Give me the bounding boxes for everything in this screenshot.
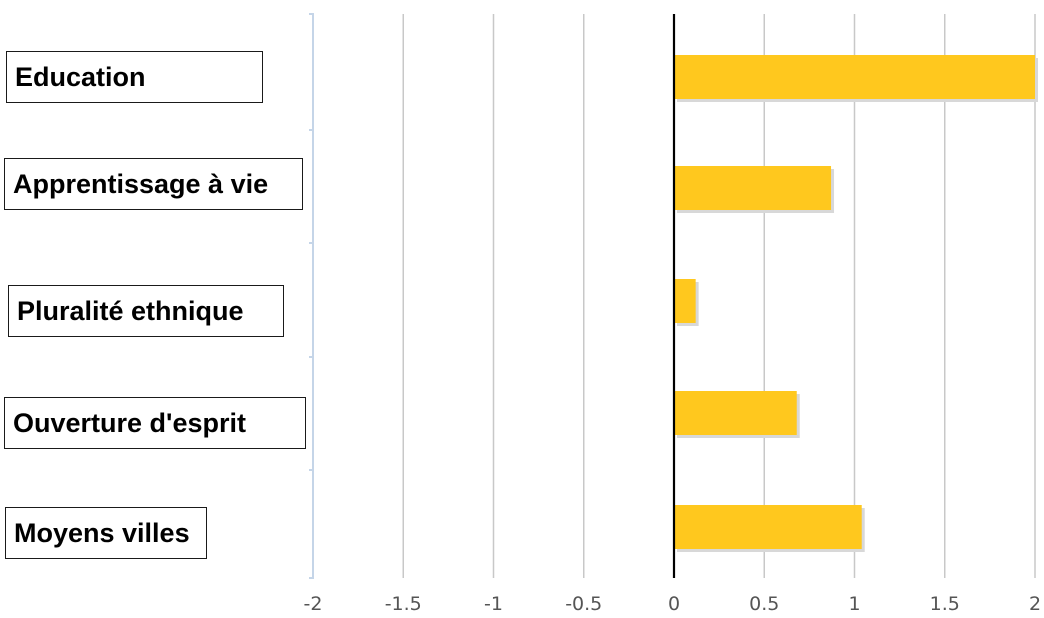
bars [674,55,1038,552]
bar-moyens-villes [674,505,862,549]
category-label: Apprentissage à vie [4,158,303,210]
x-tick-label: -0.5 [565,593,602,615]
x-tick-label: -2 [304,593,323,615]
x-tick-label: 1.5 [930,593,960,615]
category-label: Moyens villes [5,507,207,559]
bar-pluralit-ethnique [674,279,696,323]
x-tick-label: -1.5 [385,593,422,615]
x-axis-tick-labels: -2 -1.5 -1 -0.5 0 0.5 1 1.5 2 [304,593,1042,615]
axes [309,13,676,579]
x-tick-label: 1 [848,593,860,615]
x-tick-label: 2 [1029,593,1041,615]
grid-lines [402,14,1036,578]
bar-ouverture-d-esprit [674,391,797,435]
category-label: Ouverture d'esprit [4,397,306,449]
category-label: Education [6,51,263,103]
x-tick-label: 0.5 [749,593,779,615]
category-label: Pluralité ethnique [8,285,284,337]
x-tick-label: 0 [668,593,680,615]
bar-education [674,55,1035,99]
x-tick-label: -1 [484,593,503,615]
bar-apprentissage-vie [674,166,832,210]
